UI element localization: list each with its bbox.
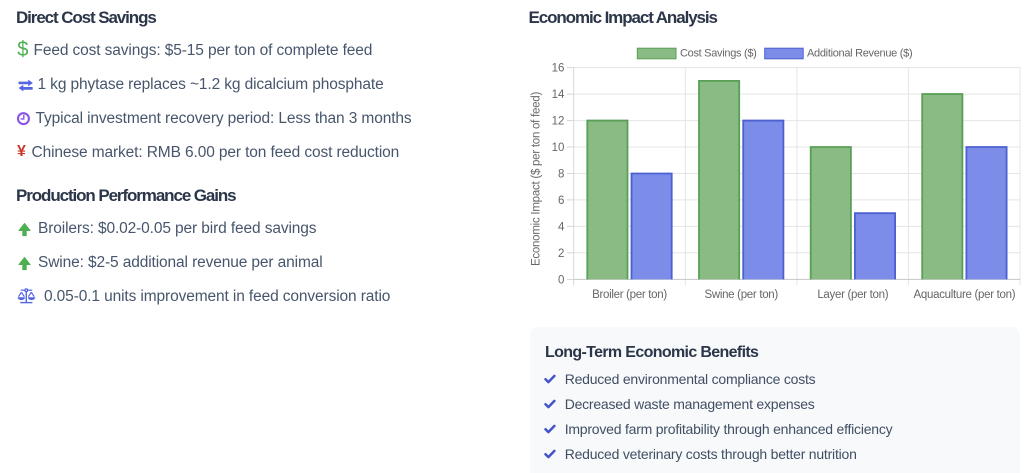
svg-text:Cost Savings ($): Cost Savings ($) <box>680 48 757 60</box>
svg-text:0: 0 <box>558 274 564 286</box>
svg-text:Swine (per ton): Swine (per ton) <box>704 289 778 301</box>
svg-text:10: 10 <box>552 142 565 154</box>
svg-text:8: 8 <box>558 169 564 181</box>
svg-text:12: 12 <box>552 116 565 128</box>
svg-text:4: 4 <box>558 221 565 233</box>
svg-text:Additional Revenue ($): Additional Revenue ($) <box>807 48 912 60</box>
svg-text:14: 14 <box>552 89 565 101</box>
svg-text:Economic Impact ($ per ton of: Economic Impact ($ per ton of feed) <box>531 92 543 266</box>
svg-text:6: 6 <box>558 195 564 207</box>
svg-text:2: 2 <box>558 248 564 260</box>
svg-text:Broiler (per ton): Broiler (per ton) <box>592 289 667 301</box>
svg-text:Layer (per ton): Layer (per ton) <box>817 289 888 301</box>
svg-text:16: 16 <box>552 63 565 75</box>
svg-text:Aquaculture (per ton): Aquaculture (per ton) <box>914 289 1016 301</box>
